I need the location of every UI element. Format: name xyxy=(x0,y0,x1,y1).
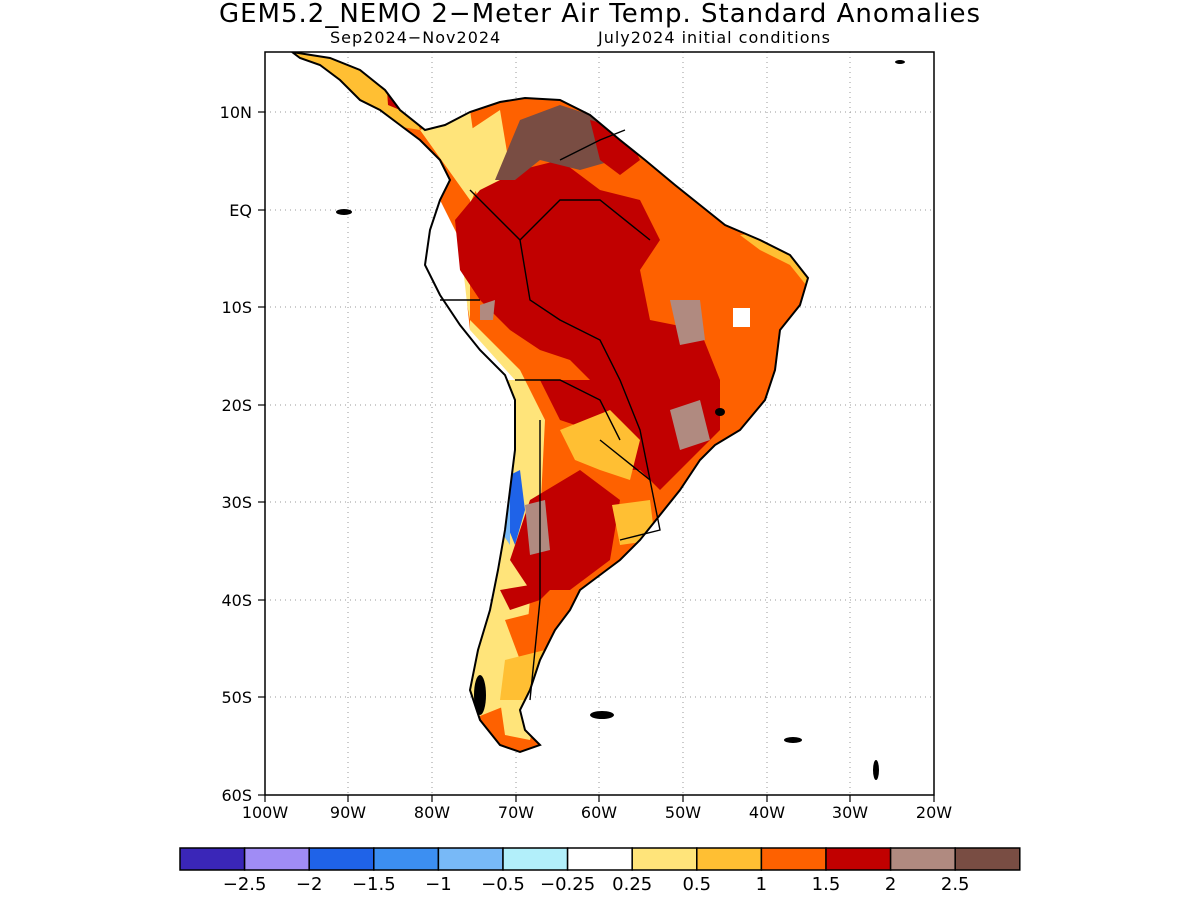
longitude-labels: 100W 90W 80W 70W 60W 50W 40W 30W 20W xyxy=(242,803,952,822)
colorbar-label: 0.25 xyxy=(612,874,652,895)
lon-label: 20W xyxy=(916,803,952,822)
colorbar-swatch xyxy=(889,847,956,871)
lon-label: 40W xyxy=(749,803,785,822)
lon-label: 90W xyxy=(330,803,366,822)
country-borders xyxy=(440,129,661,701)
colorbar-label: 0.5 xyxy=(682,874,711,895)
colorbar: −2.5 −2 −1.5 −1 −0.5 −0.25 0.25 0.5 1 1.… xyxy=(179,847,1021,895)
colorbar-label: −1 xyxy=(425,874,452,895)
lon-label: 70W xyxy=(498,803,534,822)
lat-label: 60S xyxy=(221,786,252,805)
colorbar-label: −2 xyxy=(296,874,323,895)
latitude-labels: 10N EQ 10S 20S 30S 40S 50S 60S xyxy=(220,103,252,805)
colorbar-swatch xyxy=(373,847,440,871)
lat-label: 30S xyxy=(221,493,252,512)
colorbar-swatch xyxy=(308,847,375,871)
map-title: GEM5.2_NEMO 2−Meter Air Temp. Standard A… xyxy=(218,0,982,29)
lat-label: 40S xyxy=(221,591,252,610)
lon-label: 80W xyxy=(414,803,450,822)
colorbar-label: 2.5 xyxy=(941,874,970,895)
colorbar-label: −0.25 xyxy=(540,874,595,895)
colorbar-label: 1 xyxy=(756,874,767,895)
colorbar-label: −2.5 xyxy=(223,874,267,895)
colorbar-label: −1.5 xyxy=(352,874,396,895)
lon-label: 60W xyxy=(581,803,617,822)
lon-label: 30W xyxy=(832,803,868,822)
colorbar-swatch xyxy=(696,847,763,871)
colorbar-swatch xyxy=(179,847,246,871)
colorbar-label: 2 xyxy=(885,874,896,895)
colorbar-swatch xyxy=(954,847,1021,871)
lon-label: 100W xyxy=(242,803,289,822)
colorbar-label: −0.5 xyxy=(481,874,525,895)
init-conditions-subtitle: July2024 initial conditions xyxy=(598,28,831,47)
lon-label: 50W xyxy=(665,803,701,822)
colorbar-swatch xyxy=(825,847,892,871)
colorbar-swatch xyxy=(566,847,633,871)
colorbar-label: 1.5 xyxy=(812,874,841,895)
colorbar-swatch xyxy=(243,847,310,871)
lat-label: EQ xyxy=(229,201,252,220)
colorbar-swatch xyxy=(631,847,698,871)
lat-label: 20S xyxy=(221,396,252,415)
islands xyxy=(336,60,905,780)
colorbar-swatch xyxy=(760,847,827,871)
lat-label: 10N xyxy=(220,103,252,122)
period-subtitle: Sep2024−Nov2024 xyxy=(330,28,502,47)
anomaly-field xyxy=(292,52,808,752)
lat-label: 50S xyxy=(221,688,252,707)
colorbar-swatch xyxy=(502,847,569,871)
lat-label: 10S xyxy=(221,298,252,317)
colorbar-swatch xyxy=(437,847,504,871)
